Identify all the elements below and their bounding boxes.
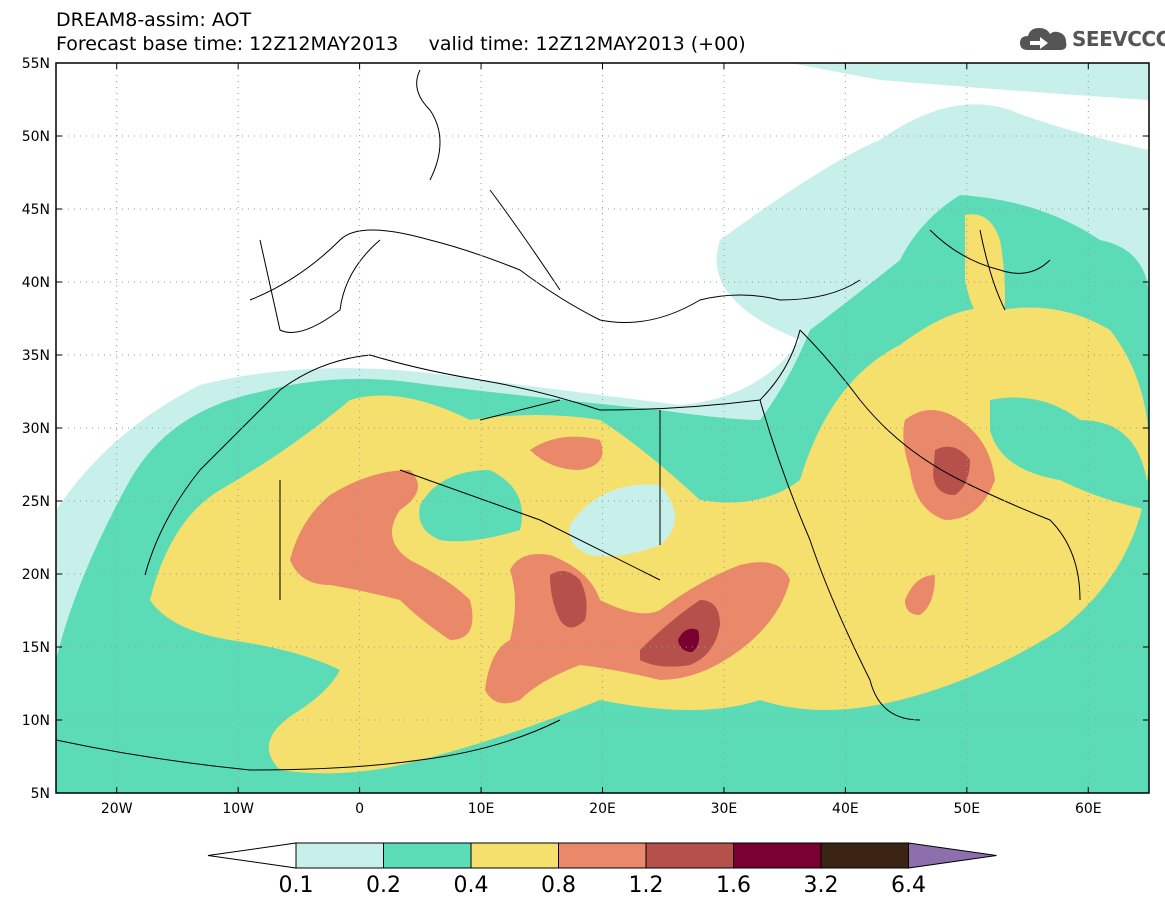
aot-contour-lv1 — [790, 63, 1149, 100]
lat-label-45N: 45N — [22, 202, 50, 218]
colorbar-level-label: 1.2 — [629, 873, 664, 898]
colorbar-level-label: 0.2 — [366, 873, 401, 898]
logo-text: SEEVCCC — [1072, 27, 1165, 51]
lat-label-35N: 35N — [22, 348, 50, 364]
colorbar-segment — [820, 842, 909, 869]
cloud-icon — [1020, 28, 1067, 50]
aot-contour-field — [56, 63, 1149, 793]
aot-contour-lv4 — [905, 575, 935, 615]
forecast-time-line: Forecast base time: 12Z12MAY2013 valid t… — [56, 33, 746, 55]
graticule — [56, 63, 1149, 793]
colorbar-under-arrow — [207, 842, 297, 869]
colorbar-segment — [383, 842, 472, 869]
lat-label-30N: 30N — [22, 421, 50, 437]
lon-label-10W: 10W — [222, 801, 254, 817]
aot-contour-lv4 — [530, 436, 603, 470]
lon-label-40E: 40E — [832, 801, 859, 817]
lat-label-15N: 15N — [22, 640, 50, 656]
axis-ticks — [56, 62, 1149, 794]
aot-contour-lv1 — [569, 484, 675, 557]
lon-label-10E: 10E — [468, 801, 495, 817]
lat-label-55N: 55N — [22, 56, 50, 72]
lon-label-30E: 30E — [711, 801, 738, 817]
colorbar-segment — [733, 842, 822, 869]
colorbar: 0.1 0.2 0.4 0.8 1.2 1.6 3.2 6.4 — [207, 842, 997, 898]
aot-contour-lv5 — [933, 446, 970, 495]
aot-contour-lv5 — [640, 600, 720, 667]
lon-label-20W: 20W — [101, 801, 133, 817]
lat-label-10N: 10N — [22, 713, 50, 729]
lon-label-0: 0 — [355, 801, 364, 817]
colorbar-segment — [470, 842, 559, 869]
aot-contour-lv6 — [678, 628, 700, 652]
colorbar-level-label: 6.4 — [891, 873, 926, 898]
aot-contour-lv3 — [965, 214, 1005, 330]
lat-label-20N: 20N — [22, 567, 50, 583]
lat-label-5N: 5N — [31, 786, 50, 802]
lat-label-50N: 50N — [22, 129, 50, 145]
colorbar-level-label: 0.4 — [454, 873, 489, 898]
lon-label-60E: 60E — [1075, 801, 1102, 817]
latitude-labels: 5N 10N 15N 20N 25N 30N 35N 40N 45N 50N 55N — [22, 56, 50, 802]
aot-contour-lv4 — [290, 470, 473, 640]
colorbar-segment — [295, 842, 384, 869]
colorbar-over-arrow — [908, 842, 997, 869]
colorbar-level-label: 1.6 — [716, 873, 751, 898]
lon-label-50E: 50E — [953, 801, 980, 817]
lat-label-40N: 40N — [22, 275, 50, 291]
colorbar-segment — [645, 842, 734, 869]
coastlines — [56, 69, 1081, 771]
colorbar-segment — [558, 842, 647, 869]
lat-label-25N: 25N — [22, 494, 50, 510]
seevccc-logo: SEEVCCC — [1018, 24, 1165, 54]
colorbar-level-label: 3.2 — [804, 873, 839, 898]
longitude-labels: 20W 10W 0 10E 20E 30E 40E 50E 60E — [101, 801, 1102, 817]
lon-label-20E: 20E — [589, 801, 616, 817]
colorbar-level-label: 0.8 — [541, 873, 576, 898]
aot-contour-lv2 — [419, 470, 522, 542]
aot-contour-lv2 — [990, 397, 1149, 510]
colorbar-level-label: 0.1 — [279, 873, 314, 898]
aot-contour-lv5 — [550, 571, 587, 628]
map-title: DREAM8-assim: AOT — [56, 9, 252, 31]
